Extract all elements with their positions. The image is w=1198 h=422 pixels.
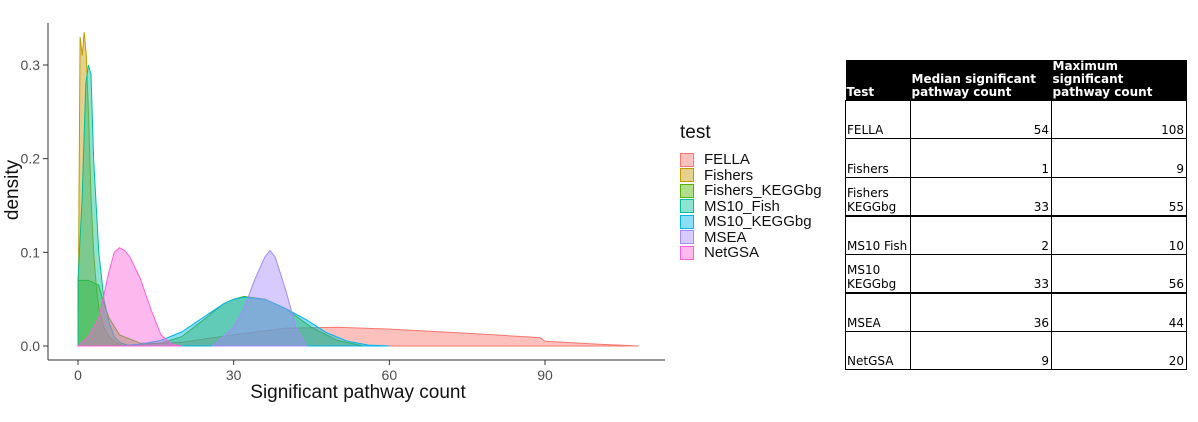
- legend-item-fishers-keggbg: Fishers_KEGGbg: [680, 182, 822, 200]
- cell-test: NetGSA: [845, 330, 911, 371]
- density-area-fishers-keggbg: [77, 279, 364, 347]
- legend-item-fishers: Fishers: [680, 166, 822, 184]
- cell-max: 44: [1051, 292, 1187, 332]
- legend-swatch: [680, 245, 694, 260]
- legend: test FELLA Fishers Fishers_KEGGbg MS10_Fish…: [680, 122, 822, 261]
- cell-median: 9: [910, 330, 1052, 371]
- table-row: Fishers KEGGbg 33 55: [845, 176, 1187, 217]
- cell-median: 33: [910, 253, 1052, 294]
- y-tick-label: 0.0: [21, 338, 41, 354]
- cell-median: 54: [910, 99, 1052, 140]
- x-tick-label: 0: [74, 367, 82, 383]
- cell-median: 1: [910, 138, 1052, 178]
- table-row: MSEA 36 44: [845, 292, 1187, 332]
- header-median: Median significant pathway count: [910, 60, 1052, 101]
- cell-max: 10: [1051, 215, 1187, 255]
- legend-label: MSEA: [704, 228, 747, 246]
- cell-max: 20: [1051, 330, 1187, 371]
- y-tick-label: 0.2: [21, 151, 41, 167]
- table-row: FELLA 54 108: [845, 99, 1187, 140]
- legend-label: Fishers: [704, 166, 754, 184]
- table-body: FELLA 54 108 Fishers 1 9 Fishers KEGGbg 33 55 MS1…: [845, 99, 1187, 371]
- table-row: MS10 Fish 2 10: [845, 215, 1187, 255]
- cell-test: Fishers KEGGbg: [845, 176, 911, 217]
- legend-item-ms10-fish: MS10_Fish: [680, 197, 822, 215]
- legend-label: MS10_KEGGbg: [704, 213, 812, 231]
- legend-title: test: [680, 122, 711, 143]
- cell-max: 56: [1051, 253, 1187, 294]
- header-max: Maximum significant pathway count: [1051, 60, 1187, 101]
- density-area-ms10-fish: [77, 64, 131, 347]
- x-tick-label: 60: [382, 367, 398, 383]
- legend-item-ms10-keggbg: MS10_KEGGbg: [680, 213, 822, 231]
- density-area-msea: [211, 249, 308, 347]
- plot-series: [76, 32, 639, 347]
- y-ticks: 0.0 0.1 0.2 0.3: [21, 57, 48, 354]
- legend-swatch: [680, 183, 694, 198]
- table-row: NetGSA 9 20: [845, 330, 1187, 371]
- cell-test: MS10 Fish: [845, 215, 911, 255]
- legend-swatch: [680, 230, 694, 245]
- cell-test: FELLA: [845, 99, 911, 140]
- table-row: Fishers 1 9: [845, 138, 1187, 178]
- summary-table: Test Median significant pathway count Ma…: [845, 60, 1187, 371]
- legend-swatch: [680, 199, 694, 214]
- cell-max: 108: [1051, 99, 1187, 140]
- density-area-ms10-keggbg: [78, 296, 390, 347]
- cell-test: Fishers: [845, 138, 911, 178]
- y-axis-label: density: [2, 159, 23, 220]
- density-chart: 0 30 60 90 0.0 0.1 0.2 0.3 Significant pathway…: [2, 23, 665, 403]
- cell-median: 2: [910, 215, 1052, 255]
- legend-item-msea: MSEA: [680, 228, 822, 246]
- cell-test: MSEA: [845, 292, 911, 332]
- legend-item-fella: FELLA: [680, 151, 822, 169]
- legend-label: FELLA: [704, 151, 750, 169]
- cell-max: 9: [1051, 138, 1187, 178]
- y-tick-label: 0.1: [21, 244, 41, 260]
- table-header-row: Test Median significant pathway count Ma…: [845, 60, 1187, 101]
- legend-label: NetGSA: [704, 244, 760, 262]
- cell-max: 55: [1051, 176, 1187, 217]
- table-row: MS10 KEGGbg 33 56: [845, 253, 1187, 294]
- legend-items: FELLA Fishers Fishers_KEGGbg MS10_Fish MS10_…: [680, 151, 822, 262]
- x-tick-label: 90: [537, 367, 553, 383]
- legend-label: MS10_Fish: [704, 197, 780, 215]
- legend-label: Fishers_KEGGbg: [704, 182, 822, 200]
- legend-swatch: [680, 168, 694, 183]
- legend-swatch: [680, 152, 694, 167]
- header-test: Test: [845, 60, 911, 101]
- x-axis-label: Significant pathway count: [250, 382, 466, 403]
- x-tick-label: 30: [226, 367, 242, 383]
- cell-median: 33: [910, 176, 1052, 217]
- density-area-fishers: [77, 32, 125, 347]
- legend-swatch: [680, 214, 694, 229]
- cell-median: 36: [910, 292, 1052, 332]
- x-ticks: 0 30 60 90: [74, 360, 553, 383]
- density-area-netgsa: [76, 247, 182, 347]
- y-tick-label: 0.3: [21, 57, 41, 73]
- cell-test: MS10 KEGGbg: [845, 253, 911, 294]
- legend-item-netgsa: NetGSA: [680, 244, 822, 262]
